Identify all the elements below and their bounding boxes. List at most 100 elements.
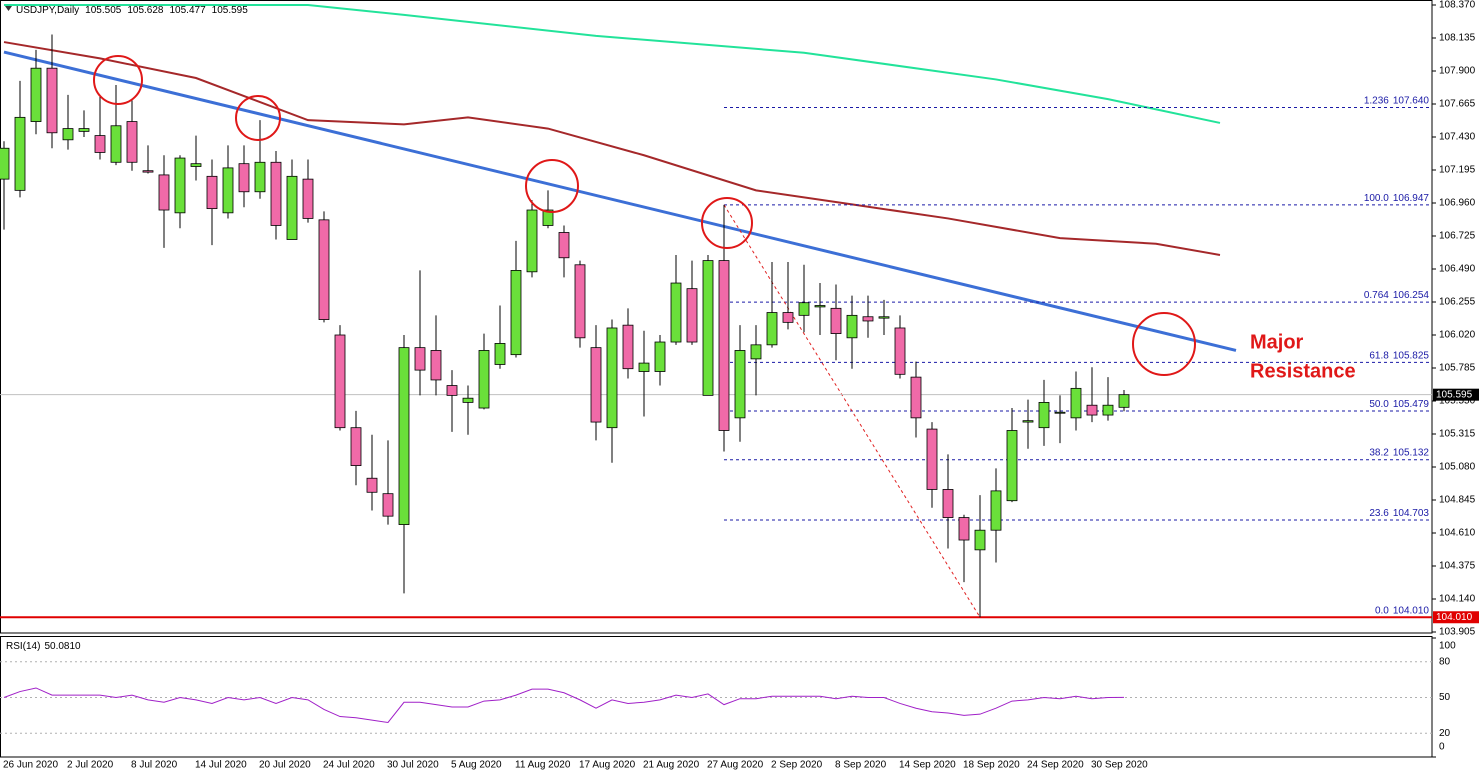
fib-trend <box>723 204 981 618</box>
candle-body <box>734 350 746 419</box>
candle-body <box>1070 387 1082 419</box>
title-icon <box>5 6 12 11</box>
candle-body <box>590 347 602 423</box>
current-price-label: 105.595 <box>1436 389 1473 400</box>
fib-price: 105.479 <box>1393 399 1430 410</box>
candle-body <box>254 161 266 193</box>
y-tick-label: 106.255 <box>1439 297 1476 308</box>
fib-label: 100.0 106.947 <box>1364 192 1430 203</box>
chart-header: USDJPY,Daily 105.505 105.628 105.477 105.595 <box>16 5 248 16</box>
fib-ratio: 0.764 <box>1364 290 1389 301</box>
fib-ratio: 23.6 <box>1369 508 1389 519</box>
candle-body <box>206 175 218 210</box>
x-tick-label: 2 Sep 2020 <box>771 760 823 771</box>
rsi-name: RSI(14) <box>6 641 40 652</box>
annotation: Major <box>1250 331 1304 353</box>
candle-body <box>270 161 282 226</box>
highlight-circle <box>235 95 281 141</box>
fib-label: 38.2 105.132 <box>1369 447 1429 458</box>
candle-body <box>1022 420 1034 423</box>
x-tick-label: 14 Jul 2020 <box>195 760 247 771</box>
candle-body <box>782 312 794 323</box>
x-tick-label: 30 Sep 2020 <box>1091 760 1148 771</box>
fib-label: 1.236 107.640 <box>1364 95 1430 106</box>
candle-body <box>46 67 58 134</box>
x-tick-label: 11 Aug 2020 <box>515 760 571 771</box>
x-tick-label: 21 Aug 2020 <box>643 760 700 771</box>
y-tick-label: 106.490 <box>1439 264 1476 275</box>
candle-body <box>1006 430 1018 502</box>
y-tick-label: 104.610 <box>1439 528 1476 539</box>
candle-body <box>638 362 650 372</box>
indicator-line <box>4 4 1221 124</box>
candle-body <box>878 316 890 319</box>
y-tick-label: 104.845 <box>1439 495 1476 506</box>
candle-body <box>30 67 42 122</box>
candle-body <box>830 307 842 334</box>
candle-body <box>606 327 618 429</box>
candle-body <box>958 517 970 541</box>
y-tick-label: 107.195 <box>1439 165 1476 176</box>
candle-body <box>814 305 826 308</box>
fib-price: 107.640 <box>1393 95 1430 106</box>
fib-price: 105.825 <box>1393 350 1430 361</box>
candle-body <box>686 288 698 343</box>
y-tick-label: 107.900 <box>1439 66 1476 77</box>
fib-price: 105.132 <box>1393 447 1430 458</box>
x-tick-label: 14 Sep 2020 <box>899 760 956 771</box>
header-value: 105.505 <box>85 5 122 16</box>
fib-price: 106.254 <box>1393 290 1430 301</box>
candle-body <box>558 232 570 259</box>
rsi-tick-label: 50 <box>1439 692 1451 703</box>
y-tick-label: 106.020 <box>1439 330 1476 341</box>
candle-body <box>526 209 538 273</box>
candle-body <box>318 219 330 320</box>
candle-body <box>510 270 522 356</box>
candle-body <box>142 170 154 173</box>
candle-body <box>974 529 986 551</box>
header-value: 105.477 <box>169 5 206 16</box>
rsi-tick-label: 100 <box>1439 641 1456 652</box>
x-tick-label: 26 Jun 2020 <box>3 760 58 771</box>
candle-body <box>334 334 346 429</box>
candle-body <box>494 343 506 365</box>
candle-body <box>78 128 90 132</box>
rsi-tick-label: 20 <box>1439 728 1451 739</box>
candle-body <box>942 489 954 518</box>
fib-price: 106.947 <box>1393 192 1430 203</box>
y-tick-label: 106.725 <box>1439 231 1476 242</box>
candle-body <box>190 163 202 167</box>
highlight-circle <box>93 55 143 105</box>
chart-title: USDJPY,Daily <box>16 5 79 16</box>
x-tick-label: 27 Aug 2020 <box>707 760 764 771</box>
y-tick-label: 105.315 <box>1439 429 1476 440</box>
candle-body <box>846 314 858 339</box>
candle-body <box>702 260 714 396</box>
support-box <box>1433 611 1479 624</box>
candle-body <box>862 316 874 322</box>
candle-body <box>718 260 730 431</box>
x-tick-label: 5 Aug 2020 <box>451 760 502 771</box>
candle-body <box>542 209 554 226</box>
candle-body <box>414 347 426 371</box>
candle-body <box>574 264 586 339</box>
candle-body <box>366 477 378 493</box>
y-tick-label: 108.135 <box>1439 33 1476 44</box>
y-tick-label: 105.550 <box>1439 396 1476 407</box>
y-tick-label: 107.665 <box>1439 99 1476 110</box>
candle-body <box>798 302 810 316</box>
x-tick-label: 8 Jul 2020 <box>131 760 178 771</box>
candle-body <box>926 428 938 490</box>
fib-ratio: 100.0 <box>1364 192 1389 203</box>
candle-body <box>350 427 362 466</box>
header-value: 105.595 <box>212 5 249 16</box>
candle-body <box>1054 411 1066 414</box>
y-tick-label: 104.375 <box>1439 561 1476 572</box>
candle-body <box>654 341 666 372</box>
candle-body <box>1118 394 1130 408</box>
candle-body <box>398 347 410 525</box>
fib-label: 0.764 106.254 <box>1364 290 1430 301</box>
plot-area <box>0 4 1432 619</box>
candle-body <box>158 174 170 211</box>
